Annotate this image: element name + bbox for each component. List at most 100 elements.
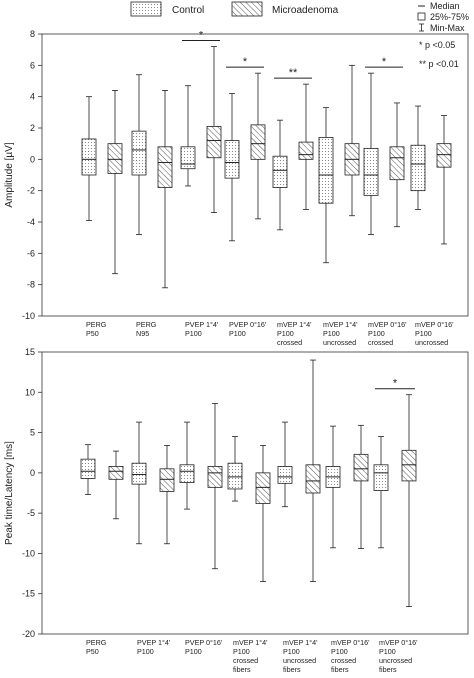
category-label-line: crossed	[368, 338, 393, 347]
category-label-line: mVEP 1°4'	[323, 320, 358, 329]
category-label-line: PVEP 0°16'	[229, 320, 267, 329]
legend-sig2-label: ** p <0.01	[419, 59, 459, 69]
category-label-line: P50	[86, 647, 99, 656]
legend-whisker-glyph	[419, 23, 424, 32]
category-label-line: PVEP 1°4'	[137, 638, 171, 647]
category-label-line: PVEP 0°16'	[185, 638, 223, 647]
category-label-line: PERG	[86, 320, 107, 329]
iqr-box	[157, 146, 173, 188]
category-label-line: fibers	[283, 665, 301, 674]
legend-box-glyph	[417, 12, 426, 21]
category-label-line: mVEP 1°4'	[283, 638, 318, 647]
y-tick-label: -10	[22, 311, 35, 321]
y-tick-label: -15	[22, 589, 35, 599]
category-label-line: fibers	[233, 665, 251, 674]
iqr-box	[107, 143, 123, 174]
iqr-box	[298, 141, 314, 160]
significance-label: **	[289, 67, 298, 79]
amplitude-significance: *****	[182, 30, 403, 79]
category-label: PVEP 0°16' P100	[185, 638, 223, 656]
category-label-line: P100	[277, 329, 294, 338]
iqr-box	[131, 462, 147, 485]
y-tick-label: 6	[30, 60, 35, 70]
amplitude-boxes	[81, 46, 452, 289]
box-control	[410, 105, 426, 210]
category-label-line: mVEP 0°16'	[415, 320, 454, 329]
y-tick-label: 15	[25, 347, 35, 357]
category-label-line: P100	[185, 329, 202, 338]
latency-significance: *	[375, 378, 415, 390]
category-label-line: crossed	[233, 656, 258, 665]
category-label-line: P100	[185, 647, 202, 656]
category-label: mVEP 1°4' P100 crossed	[277, 320, 312, 347]
category-label: mVEP 1°4' P100 uncrossed	[323, 320, 358, 347]
legend-median-label: Median	[430, 1, 460, 11]
iqr-box	[373, 464, 389, 491]
category-label: PERG P50	[86, 320, 107, 338]
legend: Control Microadenoma Median 25%-75% Min-…	[130, 1, 469, 69]
box-microadenoma	[108, 450, 124, 520]
legend-micro-label: Microadenoma	[272, 5, 339, 16]
category-label-line: uncrossed	[283, 656, 316, 665]
category-label-line: mVEP 1°4'	[233, 638, 268, 647]
significance-label: *	[393, 378, 398, 390]
significance-label: *	[382, 56, 387, 68]
box-microadenoma	[107, 90, 123, 275]
box-microadenoma	[436, 115, 452, 245]
y-tick-label: -6	[27, 248, 35, 258]
iqr-box	[81, 138, 97, 176]
iqr-box	[277, 466, 293, 484]
legend-micro-swatch	[231, 1, 263, 17]
box-control	[80, 444, 96, 496]
significance-label: *	[243, 56, 248, 68]
category-label: mVEP 1°4' P100 uncrossed fibers	[283, 638, 318, 674]
category-label: PVEP 0°16' P100	[229, 320, 267, 338]
iqr-box	[131, 130, 147, 176]
category-label-line: fibers	[379, 665, 397, 674]
y-tick-label: 4	[30, 92, 35, 102]
y-tick-label: 10	[25, 387, 35, 397]
box-microadenoma	[344, 64, 360, 217]
box-microadenoma	[298, 83, 314, 210]
category-label-line: uncrossed	[379, 656, 412, 665]
box-microadenoma	[255, 445, 271, 583]
box-control	[131, 74, 147, 235]
box-control	[363, 72, 379, 235]
box-control	[131, 421, 147, 545]
iqr-box	[108, 466, 124, 480]
category-label-line: PERG	[86, 638, 107, 647]
legend-control-swatch	[130, 1, 162, 17]
box-microadenoma	[206, 46, 222, 214]
category-label-line: P100	[283, 647, 300, 656]
iqr-box	[227, 462, 243, 490]
box-control	[325, 425, 341, 549]
category-label-line: mVEP 0°16'	[368, 320, 407, 329]
y-tick-label: -2	[27, 186, 35, 196]
iqr-box	[80, 458, 96, 479]
category-label: PVEP 1°4' P100	[137, 638, 171, 656]
category-label-line: fibers	[331, 665, 349, 674]
category-label-line: P100	[229, 329, 246, 338]
box-microadenoma	[159, 445, 175, 545]
category-label: mVEP 0°16' P100 uncrossed fibers	[379, 638, 418, 674]
box-control	[179, 421, 195, 510]
box-microadenoma	[389, 102, 405, 228]
category-label: PERG P50	[86, 638, 107, 656]
category-label-line: P100	[415, 329, 432, 338]
amplitude-y-label: Amplitude [µV]	[4, 142, 15, 207]
category-label-line: mVEP 1°4'	[277, 320, 312, 329]
y-tick-label: 5	[30, 428, 35, 438]
box-control	[318, 107, 334, 264]
latency-y-axis: 15 10 5 0 -5 -10 -15 -20	[22, 347, 42, 639]
box-control	[373, 436, 389, 549]
iqr-box	[180, 146, 196, 170]
category-label-line: mVEP 0°16'	[331, 638, 370, 647]
box-control	[277, 421, 293, 508]
legend-whisker-label: Min-Max	[430, 23, 465, 33]
category-label-line: P100	[323, 329, 340, 338]
legend-sig1-label: * p <0.05	[419, 40, 455, 50]
